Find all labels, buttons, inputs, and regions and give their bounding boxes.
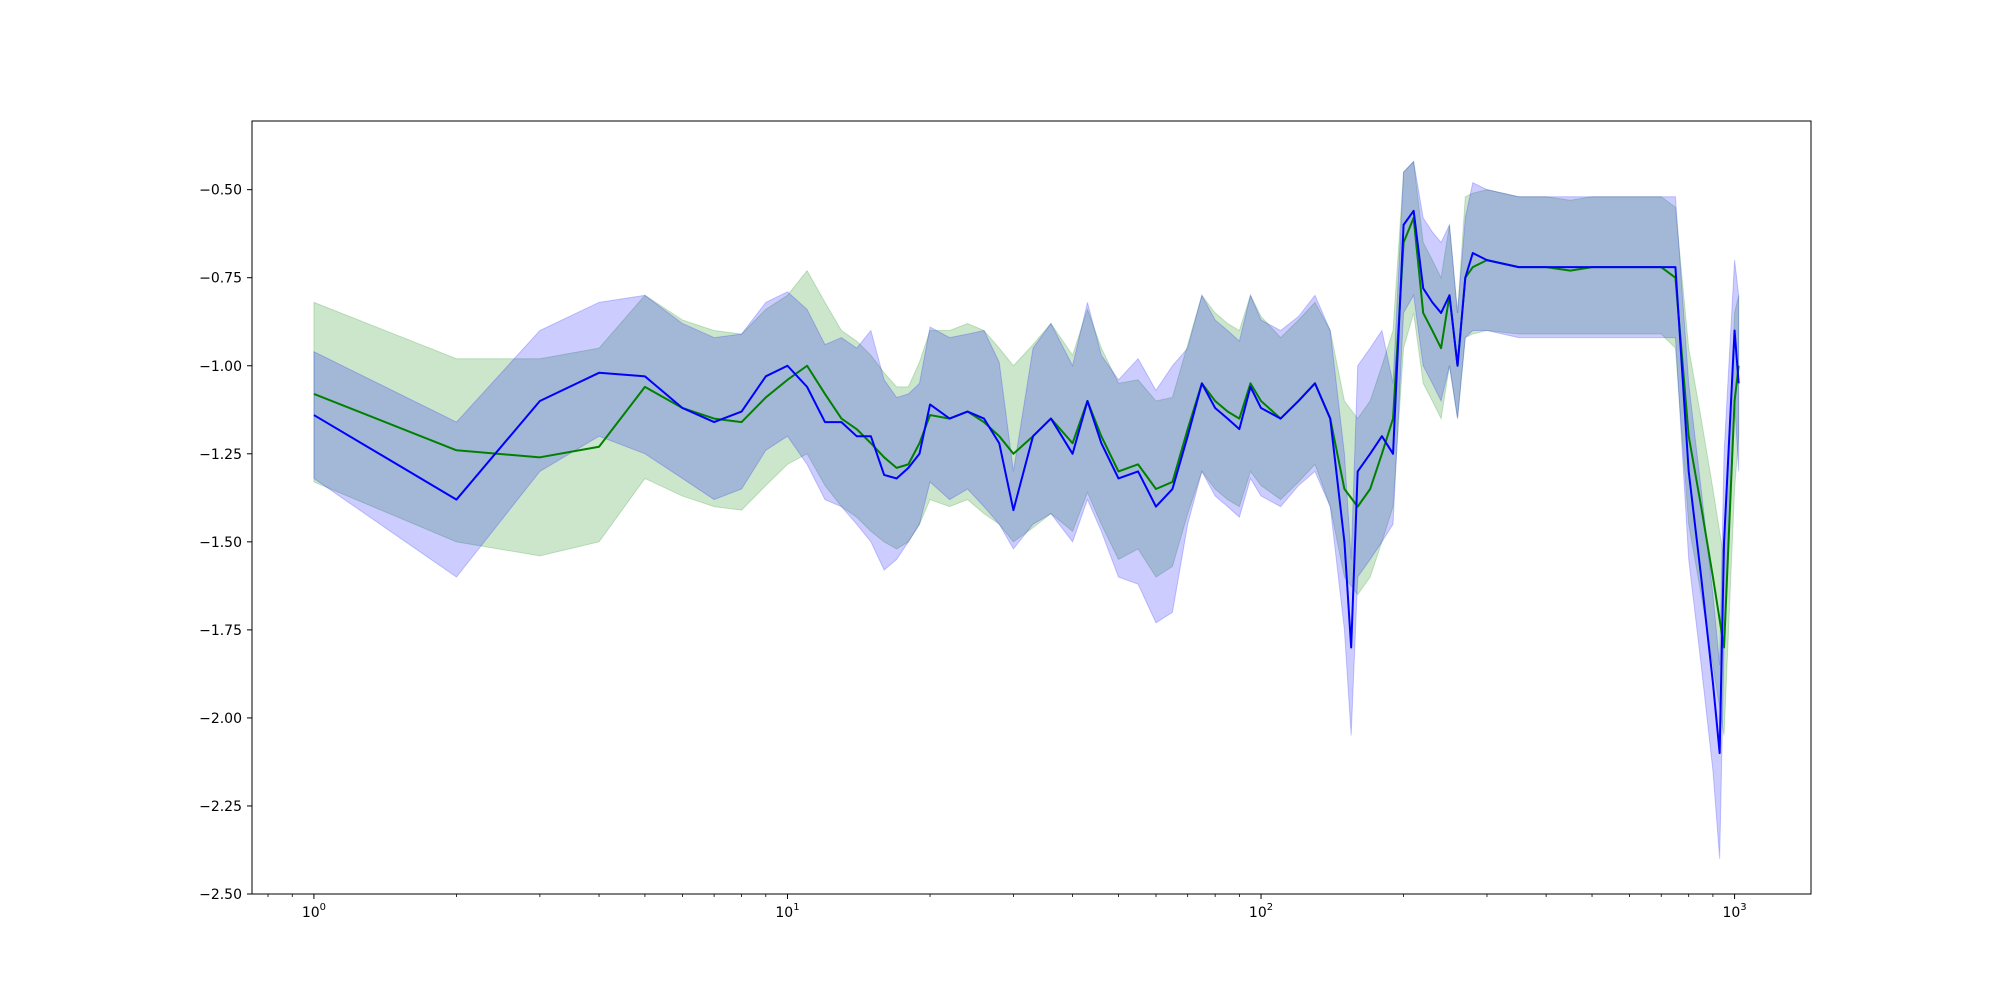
confidence-bands	[313, 160, 1740, 859]
y-tick-label: −1.00	[199, 359, 242, 375]
plot-frame	[251, 120, 1812, 895]
x-tick-label: 100	[302, 902, 326, 921]
series-lines	[313, 209, 1740, 755]
series-green-band	[313, 160, 1740, 736]
x-tick-label: 101	[775, 902, 799, 921]
y-tick-label: −0.50	[199, 183, 242, 199]
x-tick-label: 102	[1249, 902, 1273, 921]
y-tick-label: −0.75	[199, 271, 242, 287]
y-tick-label: −2.50	[199, 887, 242, 903]
y-tick-label: −2.25	[199, 799, 242, 815]
x-axis: 100 101 102 103	[267, 894, 1747, 921]
y-tick-label: −1.25	[199, 447, 242, 463]
series-blue-line	[313, 209, 1740, 755]
x-tick-label: 103	[1722, 902, 1746, 921]
y-tick-label: −2.00	[199, 711, 242, 727]
series-green-line	[313, 216, 1740, 649]
y-axis: −0.50 −0.75 −1.00 −1.25 −1.50 −1.75 −2.00 −2.25…	[199, 183, 252, 903]
series-blue-band	[313, 160, 1740, 859]
y-tick-label: −1.75	[199, 623, 242, 639]
y-tick-label: −1.50	[199, 535, 242, 551]
